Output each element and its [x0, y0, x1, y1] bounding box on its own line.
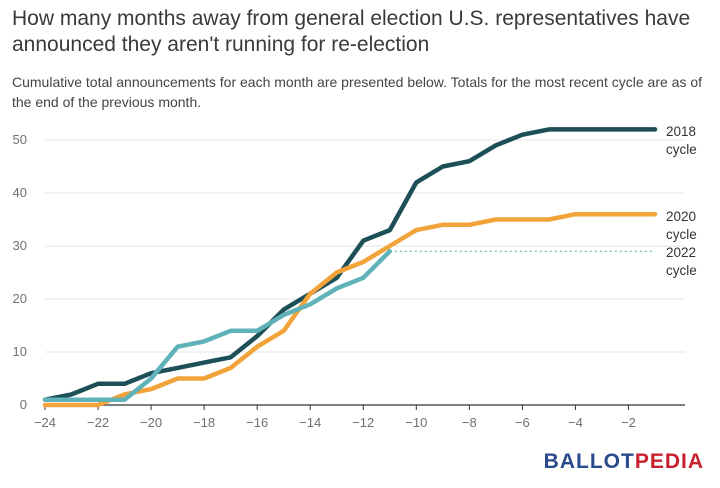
chart-subtitle: Cumulative total announcements for each … [12, 74, 703, 110]
x-tick-label: −18 [193, 415, 215, 430]
series-label-2: 2020 [666, 209, 696, 224]
series-line-1 [42, 127, 658, 402]
y-tick-label: 50 [13, 132, 27, 147]
series-lines [42, 127, 658, 408]
series-label-3: cycle [666, 263, 697, 278]
ballotpedia-logo: BALLOTPEDIA [544, 450, 704, 474]
y-tick-label: 20 [13, 291, 27, 306]
gridlines [44, 139, 685, 410]
x-tick-label: −2 [621, 415, 636, 430]
series-label-1: 2018 [666, 124, 696, 139]
series-label-3: 2022 [666, 245, 696, 260]
x-tick-label: −8 [462, 415, 477, 430]
x-tick-label: −14 [299, 415, 321, 430]
x-tick-label: −4 [568, 415, 583, 430]
logo-part-2: PEDIA [634, 450, 704, 473]
x-tick-label: −10 [405, 415, 427, 430]
series-line-3 [42, 249, 393, 402]
x-tick-label: −22 [87, 415, 109, 430]
y-tick-label: 0 [20, 397, 27, 412]
axis-tick-labels: 0 10 20 30 40 50 −24 −22 −20 −18 −16 −14 −12 −10 −8 −6 −… [13, 132, 636, 430]
y-tick-label: 40 [13, 185, 27, 200]
x-tick-label: −6 [515, 415, 530, 430]
chart-title: How many months away from general electi… [12, 7, 691, 56]
series-labels: 2018 cycle 2020 cycle 2022 cycle [666, 124, 697, 278]
x-tick-label: −16 [246, 415, 268, 430]
y-tick-label: 30 [13, 238, 27, 253]
y-tick-label: 10 [13, 344, 27, 359]
series-label-2: cycle [666, 227, 697, 242]
logo-part-1: BALLOT [543, 450, 635, 473]
series-line-2 [42, 211, 658, 408]
x-tick-label: −24 [34, 415, 56, 430]
series-label-1: cycle [666, 142, 697, 157]
x-tick-label: −12 [352, 415, 374, 430]
x-tick-label: −20 [140, 415, 162, 430]
